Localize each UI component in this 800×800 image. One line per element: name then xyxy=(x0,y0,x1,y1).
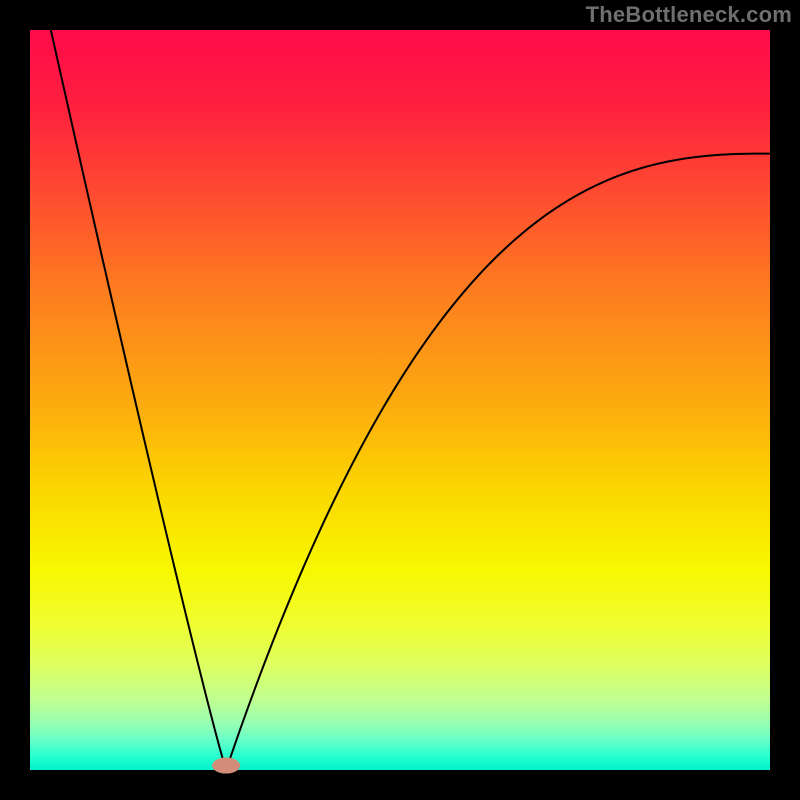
chart-svg xyxy=(0,0,800,800)
optimum-marker xyxy=(212,758,240,774)
chart-container: TheBottleneck.com xyxy=(0,0,800,800)
plot-background xyxy=(30,30,770,770)
watermark: TheBottleneck.com xyxy=(586,2,792,28)
